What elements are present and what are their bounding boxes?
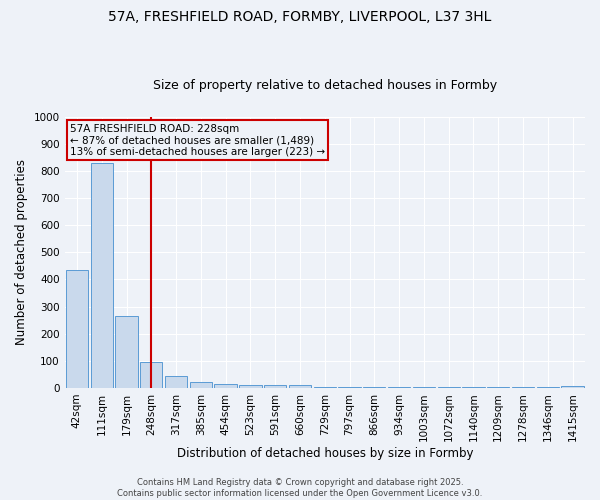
Bar — [66, 270, 88, 388]
Bar — [140, 362, 163, 388]
Bar — [91, 163, 113, 388]
Bar — [289, 385, 311, 388]
Bar — [239, 385, 262, 388]
Text: 57A, FRESHFIELD ROAD, FORMBY, LIVERPOOL, L37 3HL: 57A, FRESHFIELD ROAD, FORMBY, LIVERPOOL,… — [109, 10, 491, 24]
Bar — [165, 376, 187, 388]
Bar — [115, 316, 137, 388]
Bar — [190, 382, 212, 388]
X-axis label: Distribution of detached houses by size in Formby: Distribution of detached houses by size … — [176, 447, 473, 460]
Bar — [214, 384, 237, 388]
Title: Size of property relative to detached houses in Formby: Size of property relative to detached ho… — [153, 79, 497, 92]
Bar — [264, 385, 286, 388]
Bar — [562, 386, 584, 388]
Text: Contains HM Land Registry data © Crown copyright and database right 2025.
Contai: Contains HM Land Registry data © Crown c… — [118, 478, 482, 498]
Text: 57A FRESHFIELD ROAD: 228sqm
← 87% of detached houses are smaller (1,489)
13% of : 57A FRESHFIELD ROAD: 228sqm ← 87% of det… — [70, 124, 325, 157]
Y-axis label: Number of detached properties: Number of detached properties — [15, 160, 28, 346]
